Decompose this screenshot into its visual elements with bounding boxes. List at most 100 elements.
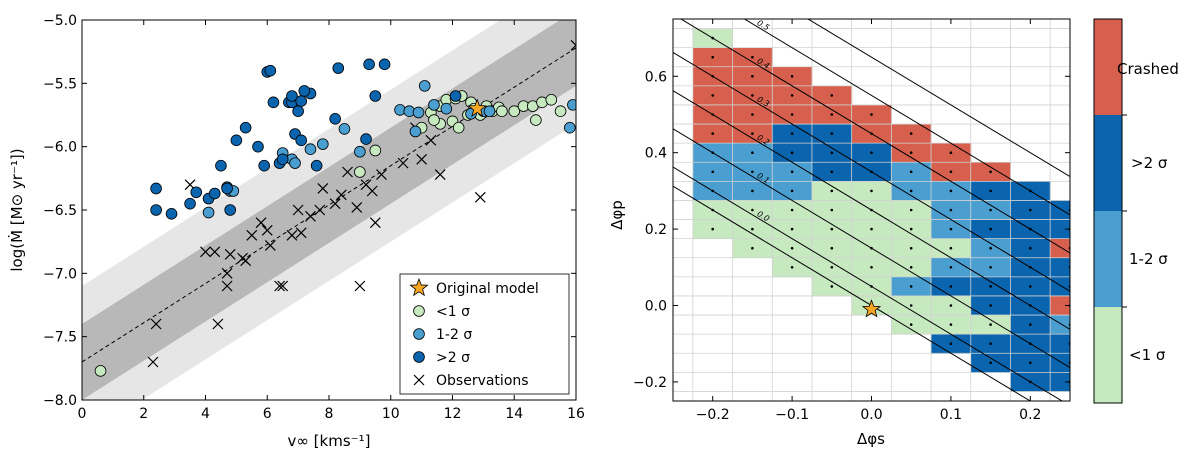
grid-point-dot (830, 246, 834, 250)
model-point (354, 166, 366, 178)
legend-1-2-marker (413, 328, 425, 340)
observation-marker (317, 183, 329, 194)
observation-marker (570, 39, 576, 51)
observation-marker (434, 169, 446, 180)
grid-point-dot (870, 189, 873, 193)
y-tick-label: 0.2 (645, 222, 667, 238)
model-point (208, 187, 221, 200)
grid-point-dot (1029, 208, 1032, 212)
colorbar-label-crashed: Crashed (1117, 60, 1179, 78)
x-tick-label: 6 (263, 406, 272, 422)
model-point (94, 365, 107, 377)
legend-observations: Observations (436, 373, 529, 389)
grid-point-dot (870, 246, 873, 250)
model-point (369, 144, 382, 157)
left-x-axis-label: v∞ [kms⁻¹] (288, 432, 371, 450)
grid-point-dot (949, 170, 953, 174)
model-point (452, 121, 465, 134)
x-tick-label: −0.1 (775, 407, 809, 423)
y-tick-label: 0.0 (645, 299, 667, 315)
grid-point-dot (830, 113, 834, 116)
colorbar-crashed (1094, 19, 1122, 115)
grid-point-dot (830, 170, 834, 174)
model-point (276, 153, 289, 166)
contour-label: 0.5 (755, 18, 771, 32)
grid-point-dot (909, 266, 913, 269)
y-tick-label: 0.6 (645, 69, 667, 85)
model-point (190, 186, 203, 199)
colorbar: Crashed >2 σ 1-2 σ <1 σ (1093, 18, 1179, 404)
heatmap-cell (1050, 295, 1070, 316)
y-tick-label: −0.2 (633, 375, 667, 391)
grid-point-dot (1029, 304, 1032, 307)
observation-marker (305, 210, 316, 222)
grid-point-dot (1029, 246, 1032, 250)
model-point (412, 106, 425, 119)
observation-marker (425, 134, 437, 146)
grid-point-dot (790, 151, 794, 154)
grid-point-dot (870, 113, 873, 116)
grid-point-dot (751, 246, 754, 250)
grid-point-dot (830, 208, 834, 212)
x-tick-label: 0.1 (940, 407, 962, 423)
model-point (286, 90, 298, 102)
model-point (295, 134, 308, 147)
legend-gt2-marker (413, 351, 425, 363)
model-point (360, 133, 372, 145)
model-point (224, 204, 237, 216)
observation-marker (224, 248, 236, 260)
grid-point-dot (790, 113, 794, 116)
observation-marker (354, 280, 366, 292)
y-tick-label: −5.5 (43, 76, 77, 92)
grid-point-dot (909, 227, 913, 231)
x-tick-label: 0.0 (860, 407, 882, 423)
legend-1-2-sigma: 1-2 σ (436, 327, 472, 343)
observation-marker (246, 229, 258, 241)
observation-marker (295, 227, 307, 239)
grid-point-dot (830, 151, 834, 154)
heatmap-cell (1050, 257, 1070, 278)
model-point (252, 140, 264, 153)
legend-box (399, 273, 570, 395)
model-point (304, 143, 317, 156)
grid-point-dot (830, 94, 834, 97)
grid-point-dot (870, 227, 873, 231)
grid-point-dot (790, 227, 794, 231)
grid-point-dot (989, 361, 992, 365)
observation-marker (366, 185, 378, 197)
grid-point-dot (711, 227, 714, 231)
legend-lt1-marker (413, 305, 425, 317)
grid-point-dot (751, 208, 754, 212)
grid-point-dot (989, 227, 992, 231)
model-point (258, 159, 270, 172)
grid-point-dot (711, 113, 714, 116)
grid-point-dot (949, 208, 953, 212)
heatmap-gridlines (673, 19, 1070, 401)
observation-marker (416, 153, 428, 165)
grid-point-dot (711, 189, 714, 193)
grid-point-dot (1029, 227, 1032, 231)
model-point (292, 105, 304, 117)
phase-grid-panel: 0.00.10.20.30.40.5 −0.2 −0.1 0.0 0.1 0.2−0.2… (608, 18, 1071, 448)
grid-point-dot (830, 266, 834, 269)
model-point (567, 99, 576, 111)
observation-marker (221, 267, 233, 279)
grid-point-dot (989, 266, 992, 269)
model-point (289, 157, 301, 169)
colorbar-label-gt2-sigma: >2 σ (1131, 154, 1168, 172)
grid-point-dot (909, 304, 913, 307)
grid-point-dot (751, 132, 754, 135)
legend-original-model: Original model (436, 281, 539, 297)
model-point (449, 90, 462, 102)
model-point (230, 134, 243, 147)
x-tick-label: 16 (567, 406, 585, 422)
x-tick-label: 2 (139, 406, 148, 422)
model-point (317, 138, 329, 150)
grid-point-dot (909, 323, 913, 326)
grid-point-dot (909, 151, 913, 154)
observation-marker (240, 255, 252, 267)
grid-point-dot (909, 285, 913, 288)
model-point (215, 159, 227, 172)
observation-marker (292, 204, 304, 216)
